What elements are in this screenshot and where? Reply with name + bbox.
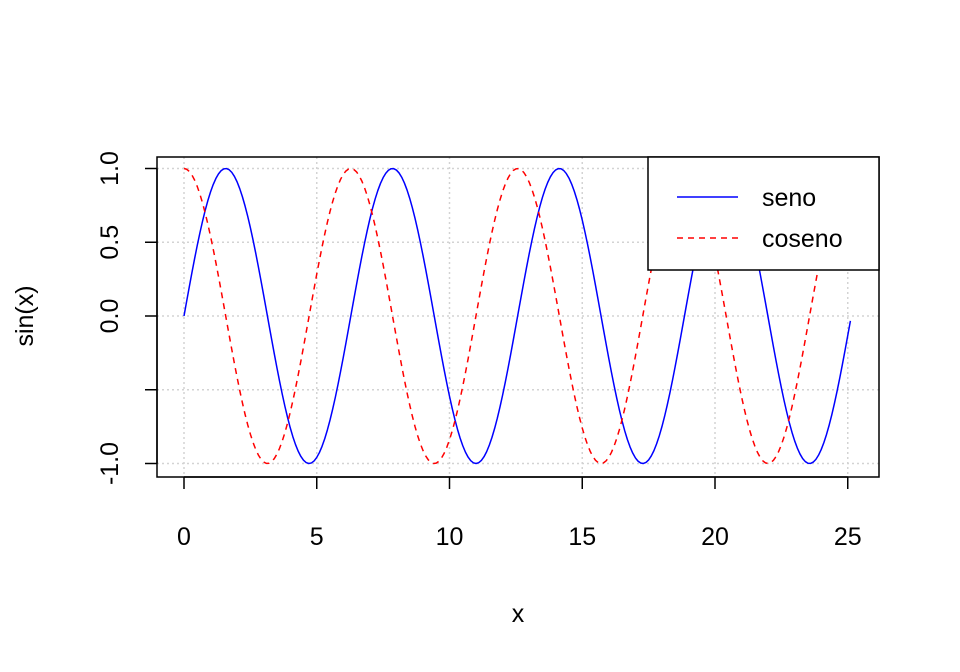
legend: seno coseno (647, 156, 880, 271)
y-tick-label: 0.0 (96, 299, 124, 334)
x-tick-label: 10 (436, 523, 464, 551)
y-tick-label: -1.0 (96, 442, 124, 485)
legend-box (647, 156, 880, 271)
y-tick-label: 0.5 (96, 225, 124, 260)
x-tick-label: 5 (310, 523, 324, 551)
y-tick-label: 1.0 (96, 151, 124, 186)
x-tick-label: 20 (701, 523, 729, 551)
x-tick-label: 0 (177, 523, 191, 551)
x-axis-title: x (512, 600, 525, 628)
legend-label-coseno: coseno (762, 225, 843, 253)
x-tick-label: 15 (568, 523, 596, 551)
legend-label-seno: seno (762, 184, 816, 212)
x-tick-label: 25 (834, 523, 862, 551)
plot-box (156, 156, 880, 478)
y-axis-title: sin(x) (11, 285, 39, 346)
series-line-coseno (183, 167, 851, 465)
